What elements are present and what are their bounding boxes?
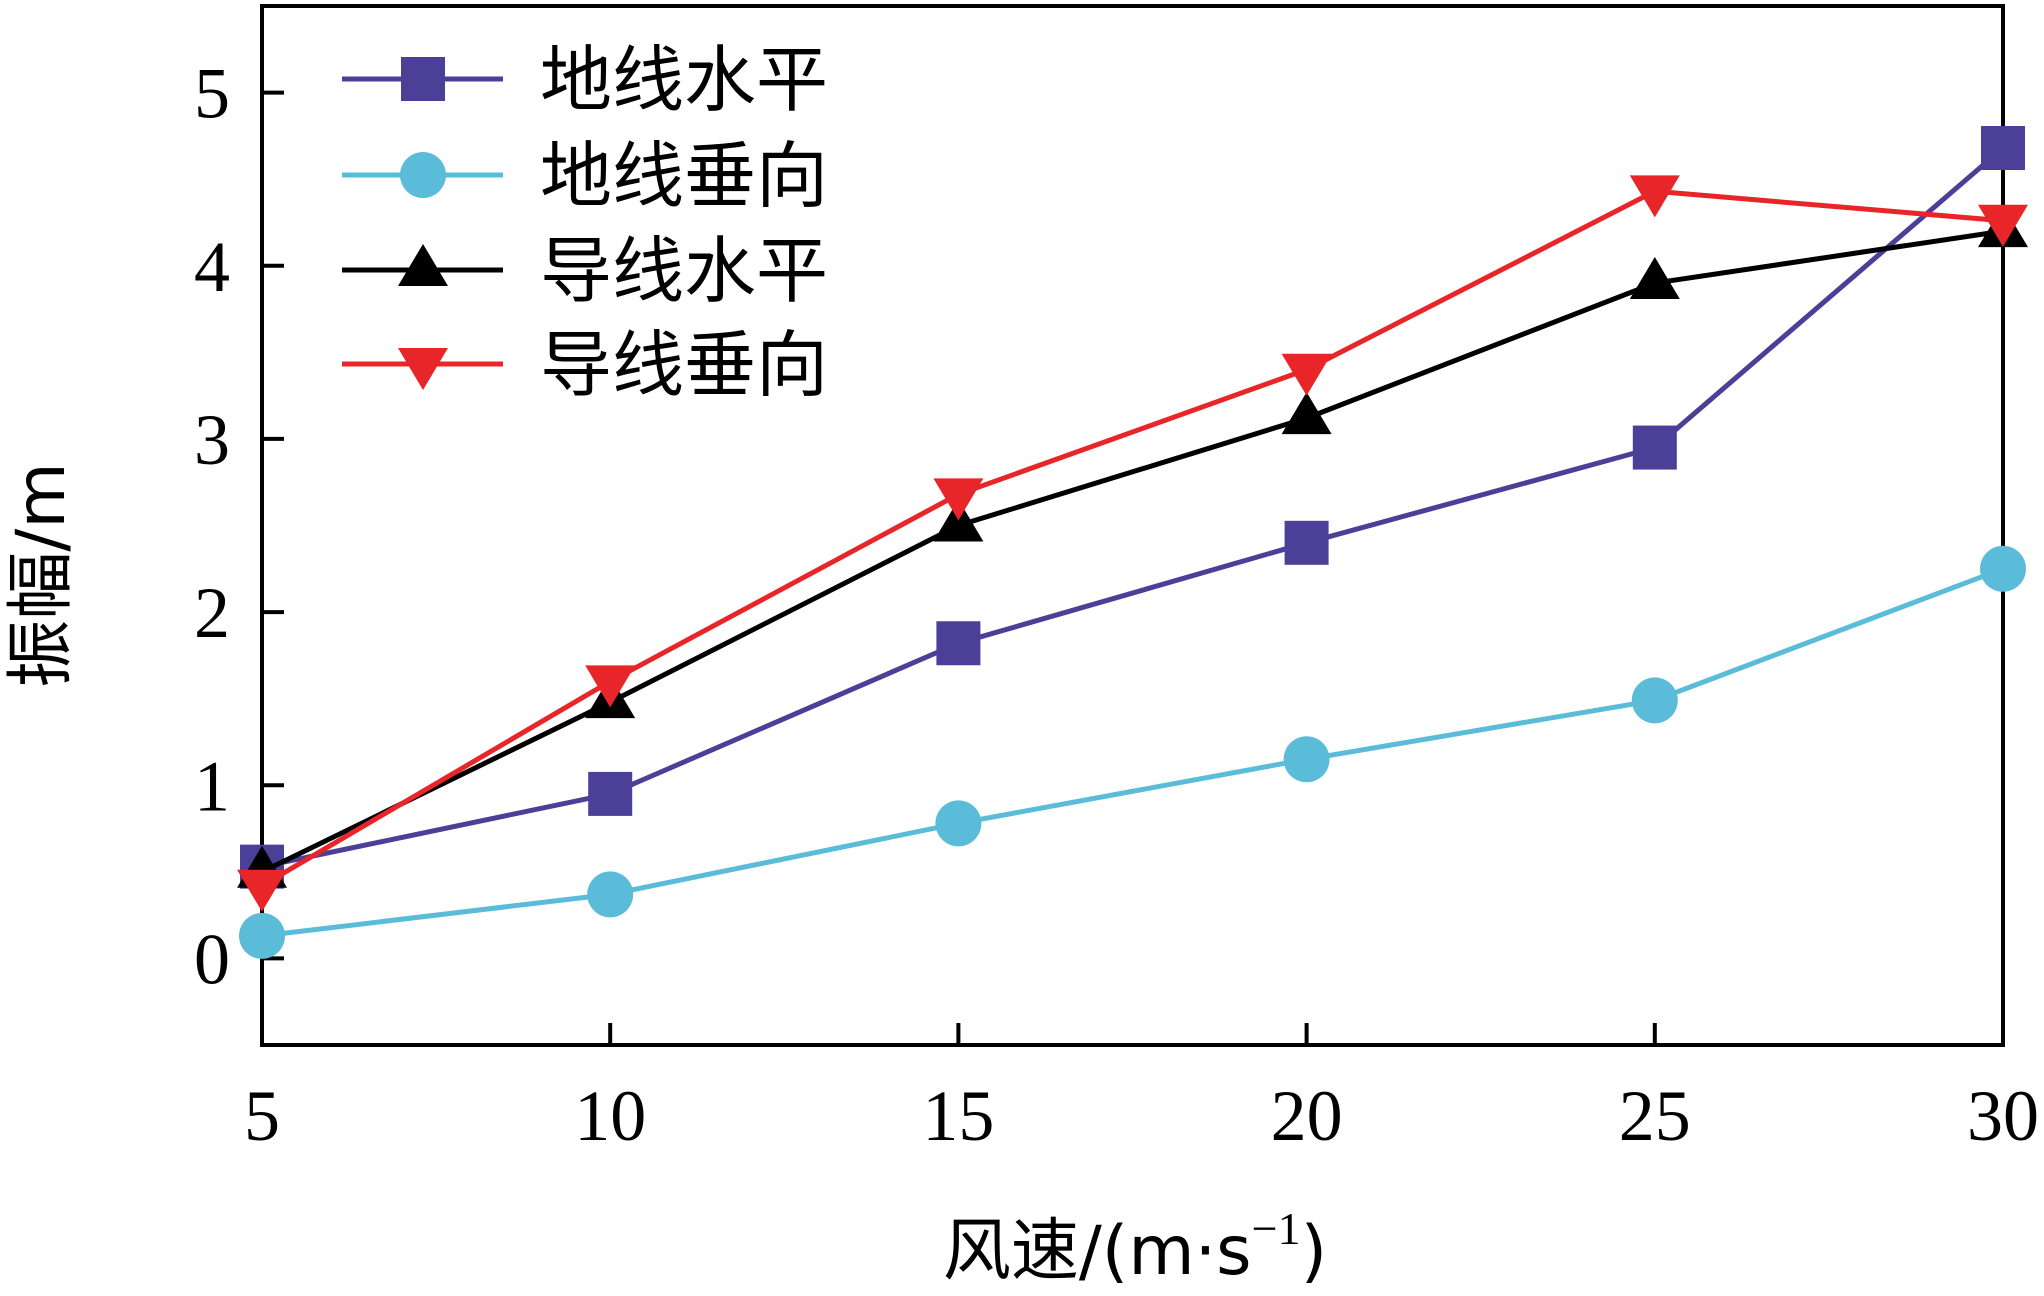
data-point bbox=[1281, 353, 1332, 396]
legend-marker bbox=[398, 243, 448, 286]
y-axis-title: 振幅/m bbox=[2, 462, 81, 687]
data-point bbox=[935, 800, 982, 847]
data-point bbox=[1283, 736, 1330, 783]
legend-label: 导线水平 bbox=[540, 229, 828, 313]
series-line bbox=[260, 188, 2004, 888]
x-axis-title-superscript: −1 bbox=[1252, 1203, 1301, 1254]
data-point bbox=[1629, 257, 1680, 300]
series-1 bbox=[240, 125, 2025, 889]
data-point bbox=[1281, 392, 1332, 435]
x-tick-label: 5 bbox=[244, 1076, 280, 1156]
data-point bbox=[1980, 545, 2026, 592]
data-point bbox=[587, 871, 634, 918]
legend-item: 地线水平 bbox=[342, 38, 828, 122]
series-line bbox=[261, 566, 2004, 939]
data-point bbox=[1629, 175, 1680, 218]
legend-label: 导线垂向 bbox=[540, 323, 828, 407]
legend-marker bbox=[401, 57, 445, 101]
legend-item: 地线垂向 bbox=[342, 134, 828, 218]
x-tick-label: 15 bbox=[922, 1076, 994, 1156]
x-tick-label: 30 bbox=[1967, 1076, 2039, 1156]
y-axis: 0 1 2 3 4 5 bbox=[194, 54, 284, 999]
y-tick-label: 4 bbox=[194, 227, 230, 307]
x-axis-title-close: ) bbox=[1301, 1212, 1328, 1291]
data-point bbox=[933, 478, 984, 521]
plot-frame bbox=[260, 4, 2005, 1047]
series-2 bbox=[239, 545, 2026, 959]
series-line bbox=[260, 228, 2004, 875]
y-tick-label: 5 bbox=[194, 54, 230, 134]
y-tick-label: 3 bbox=[194, 400, 230, 480]
x-tick-label: 20 bbox=[1271, 1076, 1343, 1156]
x-axis: 5 10 15 20 25 30 bbox=[244, 1023, 2039, 1156]
y-tick-label: 0 bbox=[194, 919, 230, 999]
series-4 bbox=[237, 175, 2028, 912]
x-tick-label: 25 bbox=[1619, 1076, 1691, 1156]
x-tick-label: 10 bbox=[574, 1076, 646, 1156]
legend-marker bbox=[400, 152, 446, 198]
series-line bbox=[261, 146, 2005, 870]
data-point bbox=[1631, 677, 1678, 724]
data-point bbox=[588, 771, 633, 816]
series-3 bbox=[237, 205, 2028, 888]
legend-label: 地线垂向 bbox=[540, 134, 828, 218]
data-point bbox=[237, 869, 287, 912]
x-axis-title-main: 风速/(m·s bbox=[943, 1212, 1252, 1291]
series-layer bbox=[237, 125, 2028, 959]
y-tick-label: 1 bbox=[194, 746, 230, 826]
y-tick-label: 2 bbox=[194, 573, 230, 653]
legend-item: 导线垂向 bbox=[342, 323, 828, 407]
x-axis-title: 风速/(m·s−1) bbox=[943, 1203, 1327, 1291]
data-point bbox=[1632, 425, 1677, 470]
data-point bbox=[1981, 125, 2025, 170]
data-point bbox=[936, 621, 981, 666]
data-point bbox=[585, 665, 636, 708]
legend-marker bbox=[398, 348, 448, 391]
legend-label: 地线水平 bbox=[540, 38, 828, 122]
data-point bbox=[1284, 520, 1329, 565]
plot-area-frame bbox=[260, 4, 2005, 1047]
legend-item: 导线水平 bbox=[342, 229, 828, 313]
data-point bbox=[1978, 204, 2028, 247]
data-point bbox=[933, 499, 984, 542]
data-point bbox=[239, 912, 285, 959]
